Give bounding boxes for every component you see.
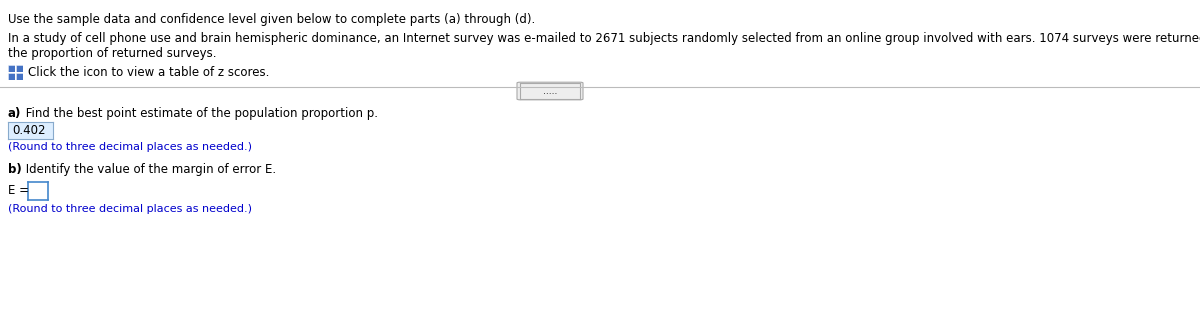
Text: Find the best point estimate of the population proportion p.: Find the best point estimate of the popu… [22, 107, 378, 120]
Text: (Round to three decimal places as needed.): (Round to three decimal places as needed… [8, 142, 252, 152]
Text: the proportion of returned surveys.: the proportion of returned surveys. [8, 47, 216, 60]
Text: Use the sample data and confidence level given below to complete parts (a) throu: Use the sample data and confidence level… [8, 13, 535, 26]
Text: b): b) [8, 163, 22, 176]
Text: (Round to three decimal places as needed.): (Round to three decimal places as needed… [8, 204, 252, 214]
FancyBboxPatch shape [517, 82, 583, 100]
Text: .....: ..... [542, 86, 557, 95]
Text: 0.402: 0.402 [12, 124, 46, 137]
Text: Identify the value of the margin of error E.: Identify the value of the margin of erro… [22, 163, 276, 176]
Text: a): a) [8, 107, 22, 120]
Text: E =: E = [8, 184, 29, 197]
Text: Click the icon to view a table of z scores.: Click the icon to view a table of z scor… [28, 66, 269, 78]
Text: In a study of cell phone use and brain hemispheric dominance, an Internet survey: In a study of cell phone use and brain h… [8, 32, 1200, 45]
